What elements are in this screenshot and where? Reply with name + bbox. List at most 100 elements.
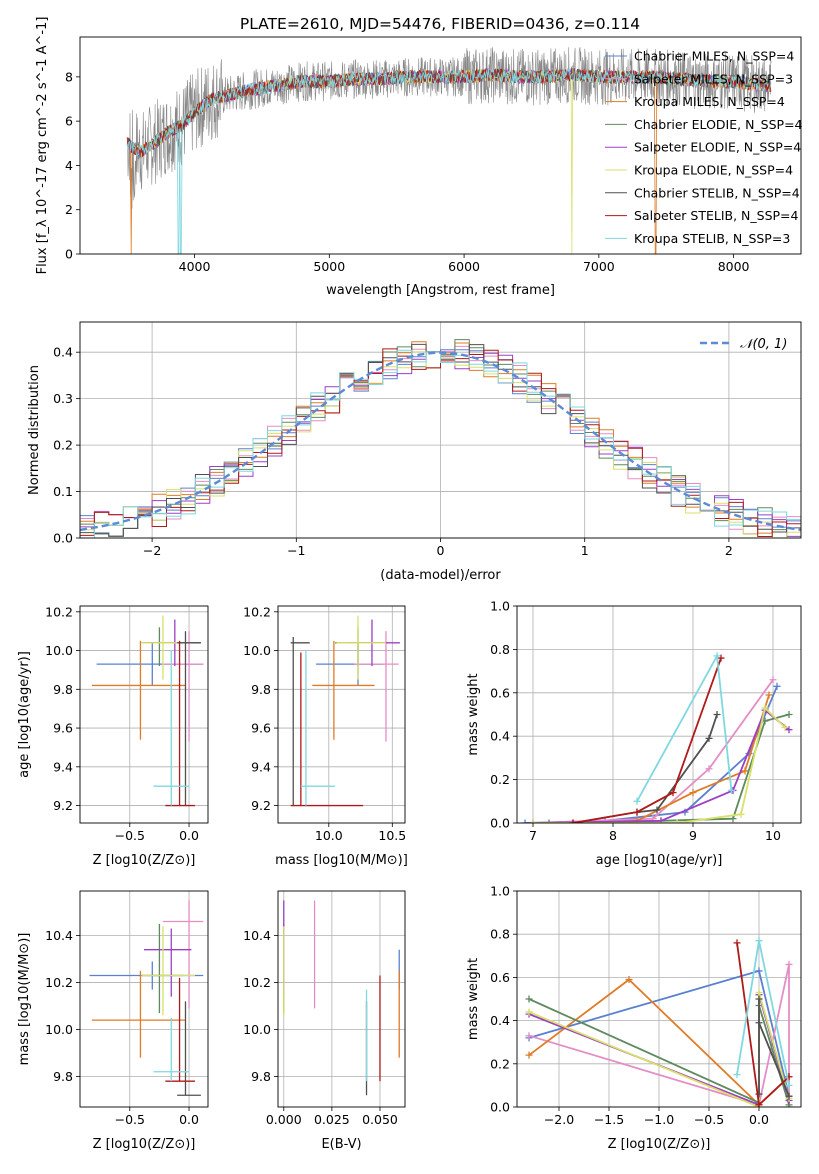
point-marker [713,652,721,660]
y-tick-label: 1.0 [490,884,510,899]
y-axis-label: mass [log10(M/M⊙)] [17,933,32,1066]
point-marker [521,819,529,823]
y-tick-label: 9.6 [251,721,271,736]
x-axis-label: Z [log10(Z/Z⊙)] [93,853,196,868]
y-axis-label: Flux [f_λ 10^-17 erg cm^-2 s^-1 A^-1] [35,17,50,275]
x-tick-label: −2 [143,543,161,558]
x-axis-label: Z [log10(Z/Z⊙)] [608,1137,711,1152]
normal-curve [80,351,801,532]
y-tick-label: 0.2 [53,438,73,453]
histogram-steps [80,349,801,538]
y-tick-label: 1.0 [490,599,510,614]
legend-label: Salpeter ELODIE, N_SSP=4 [634,140,801,155]
y-tick-label: 0.6 [490,970,510,985]
series-line [548,713,790,823]
legend-label: Salpeter STELIB, N_SSP=4 [634,208,799,223]
y-axis-label: age [log10(age/yr)] [17,651,32,778]
y-tick-label: 10.4 [45,928,73,943]
legend-label: Chabrier ELODIE, N_SSP=4 [634,117,803,132]
point-marker [689,789,697,797]
y-tick-label: 10.2 [45,975,73,990]
x-axis-label: wavelength [Angstrom, rest frame] [326,283,555,298]
point-marker [785,726,793,734]
point-marker [705,734,713,742]
point-marker [729,815,737,823]
x-tick-label: 10.5 [378,828,406,843]
point-marker [727,786,735,794]
age_vs_Z-series [91,615,204,807]
y-tick-label: 0.1 [53,484,73,499]
y-tick-label: 9.4 [53,759,73,774]
y-axis-label: Normed distribution [27,365,42,495]
residuals-frame [79,321,802,539]
y-tick-label: 10.2 [45,604,73,619]
legend-label: 𝒩(0, 1) [740,337,787,352]
point-marker [569,819,577,823]
x-tick-label: −0.5 [115,1112,145,1127]
legend: Chabrier MILES, N_SSP=4 Salpeter MILES, N… [605,49,803,246]
x-tick-label: 0.0 [179,828,199,843]
legend-label: Kroupa ELODIE, N_SSP=4 [634,163,793,178]
mass_vs_Z-frame [79,890,209,1108]
series-line [532,679,774,823]
x-tick-label: 9 [689,828,697,843]
x-tick-label: −0.5 [694,1112,724,1127]
y-tick-label: 0.4 [53,345,73,360]
point-marker [755,995,763,1003]
y-tick-label: 0.8 [490,927,510,942]
point-marker [525,1051,533,1059]
y-tick-label: 10.2 [243,604,271,619]
point-marker [717,654,725,662]
x-axis-label: Z [log10(Z/Z⊙)] [93,1137,196,1152]
age_vs_Z-frame [79,605,209,824]
y-tick-label: 0.4 [490,729,510,744]
y-tick-label: 10.0 [45,1022,73,1037]
point-marker [525,995,533,1003]
y-tick-label: 9.8 [53,1069,73,1084]
x-tick-label: 8 [609,828,617,843]
x-tick-label: 0.025 [314,1112,350,1127]
age_vs_mass-series [290,615,400,807]
point-marker [785,1081,793,1089]
x-tick-label: 10 [765,828,781,843]
age_vs_mass-axes: 10.0 10.5 9.2 9.4 9.6 9.8 10.0 10.2 [243,604,406,843]
y-tick-label: 9.4 [251,759,271,774]
point-marker [773,682,781,690]
y-tick-label: 10.2 [243,975,271,990]
y-tick-label: 9.8 [251,1069,271,1084]
point-marker [633,797,641,805]
point-marker [713,711,721,718]
x-tick-label: −0.5 [115,828,145,843]
point-marker [673,819,681,823]
massweight_vs_Z-frame [516,890,802,1108]
y-tick-label: 9.6 [53,721,73,736]
mass_vs_Z-series [89,900,204,1096]
x-axis-label: E(B-V) [321,1137,361,1152]
x-tick-label: 5000 [313,259,345,274]
x-tick-label: 0.050 [362,1112,398,1127]
point-marker [755,967,763,975]
y-tick-label: 0.2 [490,1056,510,1071]
x-tick-label: 0.0 [749,1112,769,1127]
point-marker [737,810,745,818]
point-marker [733,1071,741,1079]
massweight_vs_Z-axes: −2.0 −1.5 −1.0 −0.5 0.0 0.0 0.2 0.4 0.6 0.8 1.0 [490,884,801,1127]
chart-title: PLATE=2610, MJD=54476, FIBERID=0436, z=0… [240,15,640,33]
massweight_vs_age-frame [516,605,802,824]
point-marker [633,808,641,816]
point-marker [755,989,763,997]
x-tick-label: 2 [725,543,733,558]
point-marker [625,976,633,984]
age_vs_Z-axes: −0.5 0.0 9.2 9.4 9.6 9.8 10.0 10.2 [45,604,208,843]
legend-label: Kroupa MILES, N_SSP=4 [634,94,785,109]
point-marker [785,1092,793,1100]
y-tick-label: 9.8 [53,682,73,697]
y-tick-label: 0.0 [53,531,73,546]
y-tick-label: 8 [65,69,73,84]
y-tick-label: 0.6 [490,685,510,700]
series-line [572,657,722,823]
x-tick-label: 7000 [583,259,615,274]
point-marker [733,939,741,947]
y-tick-label: 9.8 [251,682,271,697]
